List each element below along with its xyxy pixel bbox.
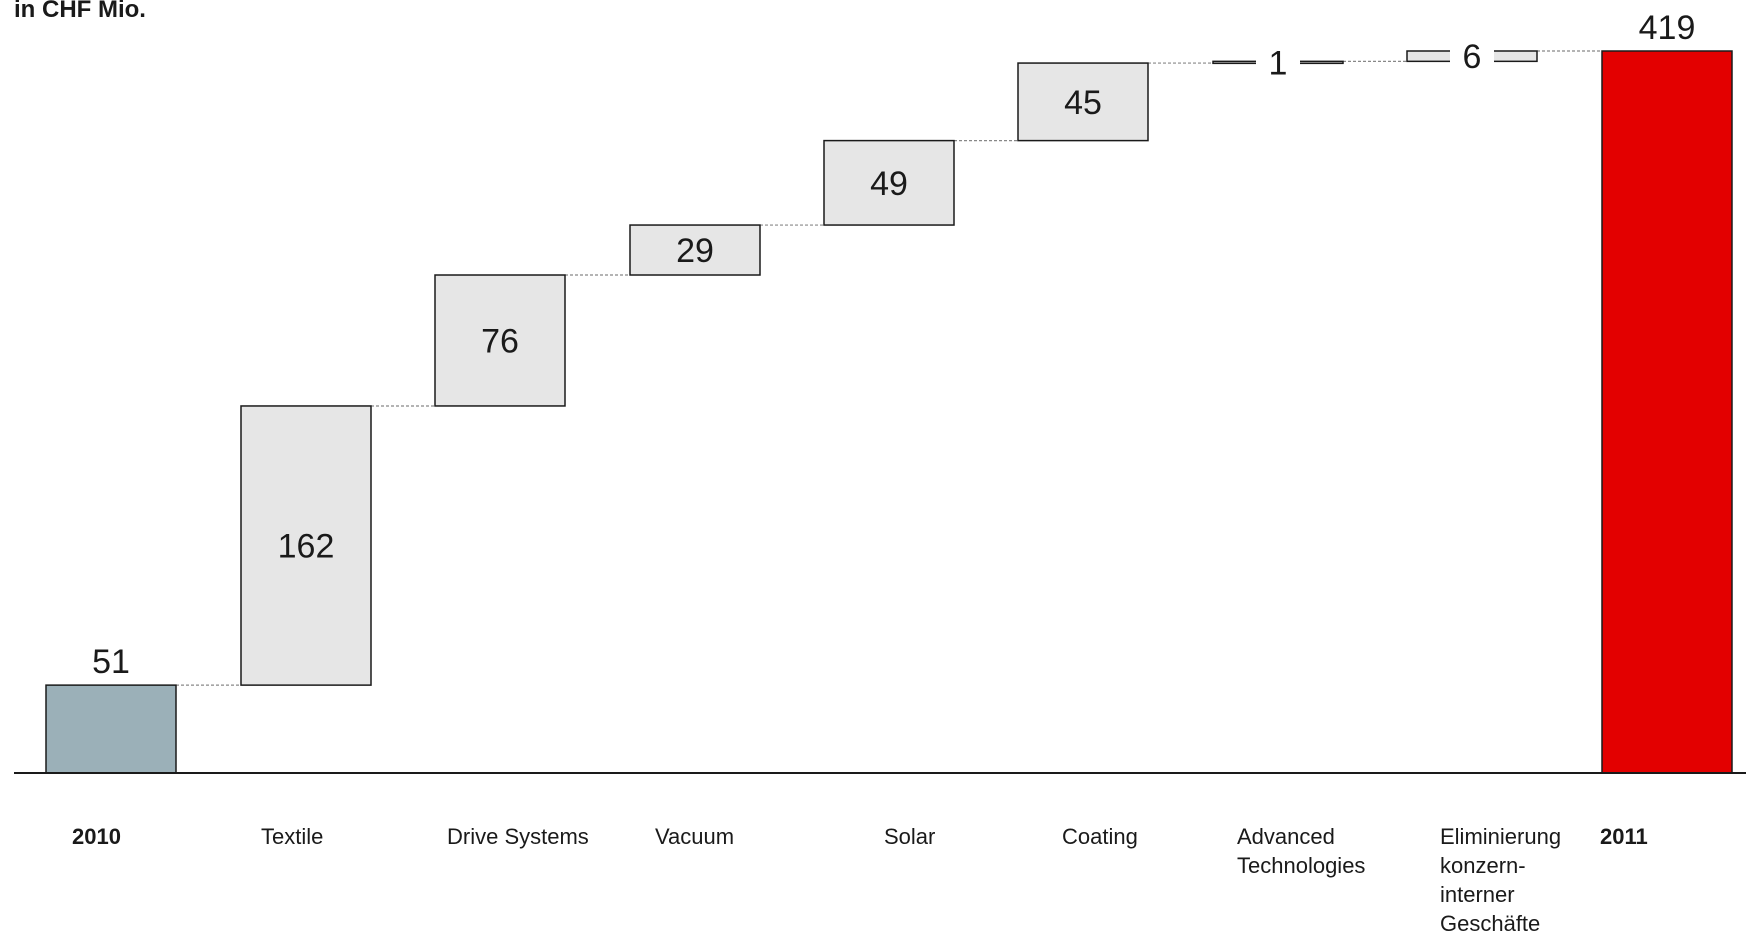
category-label-line: Advanced bbox=[1237, 824, 1335, 849]
category-label: Vacuum bbox=[655, 822, 734, 851]
value-label: 6 bbox=[1463, 38, 1482, 76]
category-label-line: Vacuum bbox=[655, 824, 735, 849]
unit-label: in CHF Mio. bbox=[14, 0, 146, 23]
category-label: Solar bbox=[884, 822, 935, 851]
value-label: 29 bbox=[676, 232, 714, 270]
category-label-line: Textile bbox=[261, 824, 324, 849]
category-label: Coating bbox=[1062, 822, 1138, 851]
value-label: 162 bbox=[278, 528, 335, 566]
category-label-line: Coating bbox=[1062, 824, 1138, 849]
value-label: 419 bbox=[1639, 9, 1696, 47]
bar bbox=[1601, 50, 1733, 774]
value-label: 76 bbox=[481, 322, 519, 360]
bar bbox=[629, 224, 761, 276]
value-label-gap bbox=[1256, 55, 1300, 70]
category-label: Advanced Technologies bbox=[1237, 822, 1365, 880]
bar bbox=[823, 139, 955, 226]
bar bbox=[434, 274, 566, 407]
value-label: 49 bbox=[870, 165, 908, 203]
bar bbox=[240, 405, 372, 686]
value-label-gap bbox=[1450, 45, 1494, 68]
bar bbox=[45, 684, 177, 774]
category-label: 2011 bbox=[1600, 822, 1648, 851]
category-label: 2010 bbox=[72, 822, 121, 851]
value-label: 51 bbox=[92, 643, 130, 681]
category-label: Eliminierung konzern-interner Geschäfte bbox=[1440, 822, 1561, 938]
category-label: Textile bbox=[261, 822, 323, 851]
bar bbox=[1017, 62, 1149, 142]
value-label: 1 bbox=[1269, 44, 1288, 82]
category-label-line: 2010 bbox=[72, 824, 121, 849]
value-label: 45 bbox=[1064, 84, 1102, 122]
category-label-line: Solar bbox=[884, 824, 936, 849]
category-label-line: Drive Systems bbox=[447, 824, 589, 849]
category-label-line: Technologies bbox=[1237, 853, 1366, 878]
category-label-line: Eliminierung bbox=[1440, 824, 1562, 849]
category-label-line: 2011 bbox=[1600, 824, 1648, 849]
category-label: Drive Systems bbox=[447, 822, 589, 851]
category-label-line: Geschäfte bbox=[1440, 911, 1541, 936]
category-label-line: konzern- bbox=[1440, 853, 1526, 878]
category-label-line: interner bbox=[1440, 882, 1515, 907]
